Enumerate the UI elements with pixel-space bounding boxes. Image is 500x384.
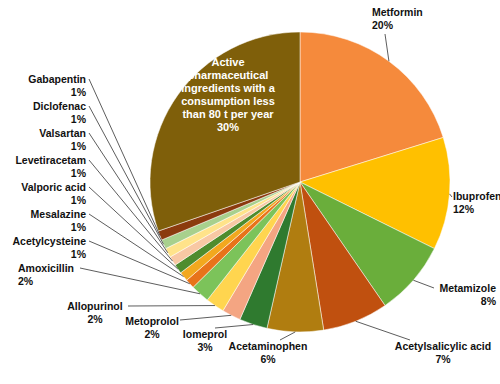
svg-text:Acetaminophen6%: Acetaminophen6% [229, 340, 308, 365]
svg-text:Iomeprol3%: Iomeprol3% [183, 328, 227, 353]
svg-text:Mesalazine1%: Mesalazine1% [31, 208, 87, 233]
svg-text:Acetylcysteine1%: Acetylcysteine1% [12, 235, 86, 260]
svg-text:Valporic acid1%: Valporic acid1% [21, 181, 86, 206]
svg-text:Allopurinol2%: Allopurinol2% [67, 300, 122, 325]
svg-text:Valsartan1%: Valsartan1% [39, 127, 86, 152]
svg-text:Diclofenac1%: Diclofenac1% [33, 100, 87, 125]
svg-text:Metoprolol2%: Metoprolol2% [125, 315, 179, 340]
svg-text:Amoxicillin2%: Amoxicillin2% [18, 262, 74, 287]
svg-text:Metamizole8%: Metamizole8% [439, 282, 492, 307]
svg-text:Ibuprofen12%: Ibuprofen12% [453, 190, 492, 215]
svg-text:Metformin20%: Metformin20% [372, 6, 423, 31]
svg-text:Activepharmaceuticalingredient: Activepharmaceuticalingredients with aco… [181, 56, 275, 133]
svg-text:Gabapentin1%: Gabapentin1% [28, 73, 86, 98]
svg-text:Acetylsalicylic acid7%: Acetylsalicylic acid7% [395, 340, 491, 365]
svg-text:Levetiracetam1%: Levetiracetam1% [15, 154, 86, 179]
